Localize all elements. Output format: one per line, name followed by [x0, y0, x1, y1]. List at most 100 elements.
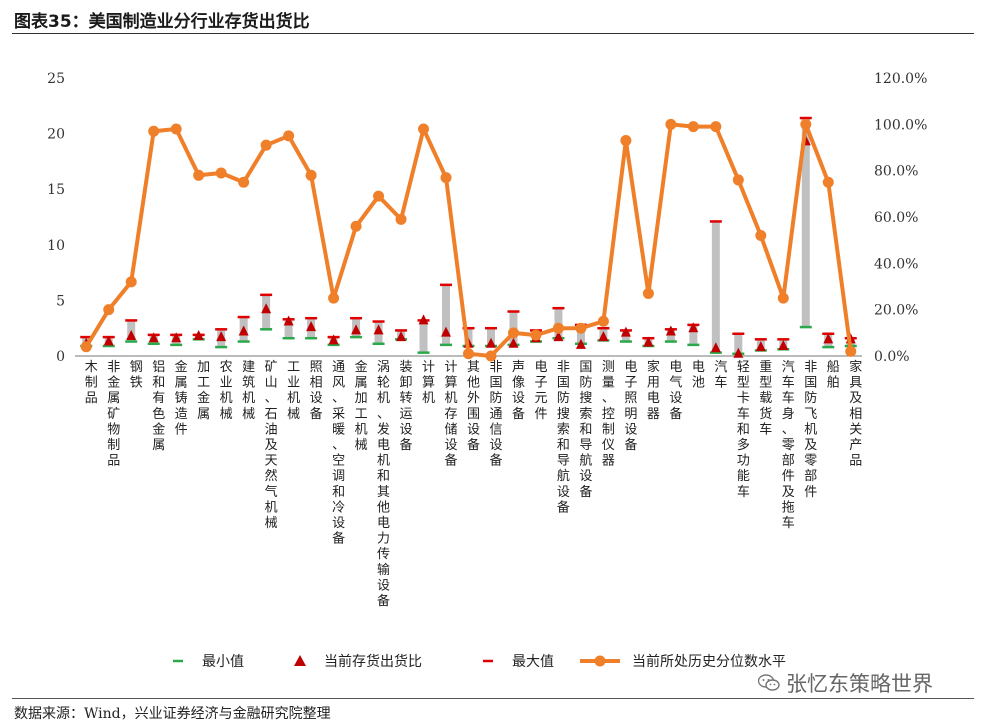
current-marker: [261, 303, 272, 314]
percentile-point: [800, 118, 812, 130]
percentile-line: [84, 122, 853, 358]
percentile-point: [193, 169, 205, 181]
source-divider: [12, 698, 974, 699]
category-label: 加工金属: [197, 360, 210, 422]
current-marker: [598, 331, 609, 342]
category-label: 电池: [692, 360, 705, 391]
current-marker: [283, 315, 294, 326]
percentile-point: [620, 135, 632, 147]
left-y-tick-label: 25: [47, 71, 65, 87]
percentile-point: [732, 174, 744, 186]
percentile-line-group: [80, 118, 857, 362]
current-marker: [575, 338, 586, 349]
current-marker: [643, 336, 654, 347]
current-marker: [688, 322, 699, 333]
percentile-point: [170, 123, 182, 135]
current-marker: [396, 331, 407, 342]
category-label: 农业机械: [220, 360, 233, 422]
current-marker: [485, 337, 496, 348]
wechat-icon: [758, 674, 780, 691]
range-bar: [576, 324, 585, 344]
percentile-point: [665, 118, 677, 130]
percentile-point: [238, 176, 250, 188]
current-marker: [508, 337, 519, 348]
category-label: 涡轮机、发电机和其他电力传输设备: [377, 360, 390, 609]
category-label: 家用电器: [647, 359, 660, 422]
axes-group: 0 5 10 15 20 25 0.0% 20.0% 40.0% 60.0% 80.0% 100.0%…: [47, 71, 927, 365]
current-marker: [441, 326, 452, 337]
percentile-point: [418, 123, 430, 135]
percentile-point: [148, 125, 160, 137]
current-marker: [665, 325, 676, 336]
right-y-tick-label: 40.0%: [874, 256, 918, 272]
category-label: 电子照明设备: [624, 360, 637, 453]
percentile-point: [845, 345, 857, 357]
range-bar: [284, 319, 293, 339]
range-bar: [689, 324, 698, 345]
current-marker: [733, 347, 744, 358]
current-marker: [328, 334, 339, 345]
percentile-point: [328, 292, 340, 304]
category-label: 铝和有色金属: [152, 360, 165, 453]
current-marker: [216, 331, 227, 342]
percentile-point: [283, 130, 295, 142]
current-marker: [148, 332, 159, 343]
right-y-tick-label: 100.0%: [874, 117, 927, 133]
current-marker: [193, 329, 204, 340]
markers-group: [80, 116, 857, 358]
category-label: 电气设备: [669, 360, 682, 422]
percentile-point: [755, 230, 767, 242]
current-marker: [823, 333, 834, 344]
percentile-point: [552, 322, 564, 334]
current-marker: [373, 324, 384, 335]
current-marker: [126, 329, 137, 340]
legend: 最小值 当前存货出货比 最大值 当前所处历史分位数水平: [173, 653, 786, 670]
watermark: 张忆东策略世界: [758, 668, 933, 698]
current-marker: [710, 342, 721, 353]
percentile-point: [687, 121, 699, 133]
range-bar: [734, 333, 743, 354]
watermark-text: 张忆东策略世界: [786, 672, 933, 696]
legend-percentile-label: 当前所处历史分位数水平: [632, 653, 786, 670]
category-label: 木制品: [85, 360, 98, 406]
category-label: 金属加工机械: [355, 359, 368, 453]
current-marker: [351, 324, 362, 335]
category-label: 计算机存储设备: [445, 360, 458, 469]
category-label: 照相设备: [310, 360, 323, 422]
percentile-point: [395, 213, 407, 225]
category-label: 矿山、石油及天然气机械: [265, 360, 278, 531]
right-y-tick-label: 20.0%: [874, 303, 918, 319]
current-marker: [306, 321, 317, 332]
current-marker: [103, 335, 114, 346]
percentile-point: [597, 315, 609, 327]
category-label: 轻型卡车和多功能车: [737, 360, 750, 500]
percentile-point: [125, 276, 137, 288]
category-label: 电子元件: [534, 360, 547, 422]
right-y-tick-label: 0.0%: [874, 349, 910, 365]
current-marker: [778, 339, 789, 350]
current-marker: [418, 314, 429, 325]
current-marker: [238, 325, 249, 336]
percentile-point: [485, 350, 497, 362]
percentile-point: [710, 121, 722, 133]
right-y-tick-label: 60.0%: [874, 210, 918, 226]
category-label: 非金属矿物制品: [107, 360, 120, 469]
range-bars-group: [82, 118, 855, 354]
category-label: 重型载货车: [759, 359, 772, 437]
category-label: 计算机: [422, 360, 435, 406]
range-bar: [442, 284, 451, 345]
percentile-point: [215, 167, 227, 179]
range-bar: [486, 328, 495, 346]
percentile-point: [373, 190, 385, 202]
category-label: 声像设备: [512, 360, 525, 422]
percentile-point: [260, 139, 272, 151]
percentile-point: [777, 292, 789, 304]
percentile-point: [80, 341, 92, 353]
left-y-tick-label: 5: [56, 293, 65, 309]
percentile-point: [463, 348, 474, 360]
legend-current-label: 当前存货出货比: [324, 653, 422, 670]
legend-min-label: 最小值: [202, 654, 244, 670]
percentile-point: [530, 329, 542, 341]
category-label: 汽车车身、零部件及拖车: [782, 360, 795, 531]
category-label: 装卸转运设备: [400, 360, 413, 453]
